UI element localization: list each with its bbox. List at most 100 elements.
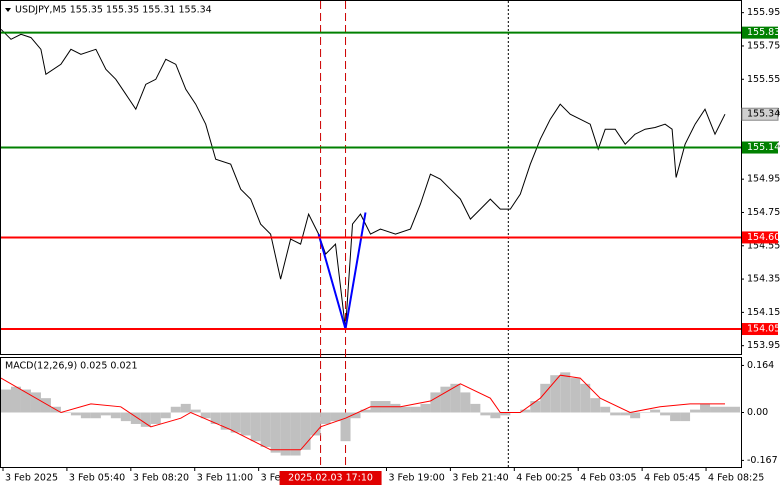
histogram-bar	[670, 412, 681, 422]
histogram-bar	[310, 412, 321, 436]
level-label-box	[742, 231, 778, 244]
histogram-bar	[30, 392, 41, 413]
histogram-bar	[290, 412, 301, 456]
histogram-bar	[330, 412, 341, 422]
histogram-bar	[620, 412, 631, 416]
histogram-bar	[40, 398, 51, 413]
signal-line	[0, 374, 725, 451]
y-tick-label: 155.95	[747, 7, 780, 18]
histogram-bar	[680, 412, 691, 422]
x-tick-label: 4 Feb 03:05	[580, 473, 636, 484]
last-price-box	[741, 107, 779, 121]
chart-title: USDJPY,M5 155.35 155.35 155.31 155.34	[15, 5, 212, 16]
level-label-box	[742, 26, 778, 39]
x-tick-label: 3 Feb 19:00	[388, 473, 444, 484]
histogram-bar	[260, 412, 271, 447]
histogram-bar	[1, 389, 11, 413]
histogram-bar	[610, 412, 621, 416]
level-label-box	[742, 141, 778, 154]
histogram-bar	[660, 412, 671, 416]
histogram-bar	[560, 372, 571, 413]
price-line	[0, 28, 726, 330]
histogram-bar	[730, 406, 741, 413]
histogram-bar	[200, 412, 211, 419]
highlight-time-label: 2025.02.03 17:10	[288, 473, 373, 484]
histogram-bar	[710, 406, 721, 413]
histogram-bar	[630, 412, 641, 419]
y-tick-label: 154.35	[747, 274, 780, 285]
histogram-bar	[120, 412, 131, 422]
macd-title: MACD(12,26,9) 0.025 0.021	[5, 361, 138, 372]
histogram-bar	[210, 412, 221, 424]
x-tick-label: 4 Feb 00:25	[516, 473, 572, 484]
y-tick-label: 154.15	[747, 307, 780, 318]
histogram-bar	[600, 406, 611, 413]
histogram-bar	[470, 403, 481, 413]
histogram-bar	[390, 403, 401, 413]
histogram-bar	[90, 412, 101, 419]
x-tick-label: 4 Feb 08:25	[708, 473, 764, 484]
histogram-bar	[440, 386, 451, 413]
histogram-bar	[570, 378, 581, 413]
x-tick-label: 3 Feb	[261, 473, 287, 484]
histogram-bar	[350, 412, 361, 419]
histogram-bar	[360, 409, 371, 413]
histogram-bar	[220, 412, 231, 430]
histogram-bar	[130, 412, 141, 424]
y-tick-label: -0.167	[747, 455, 778, 466]
histogram-bar	[450, 383, 461, 413]
histogram-bar	[550, 375, 561, 413]
histogram-bar	[700, 403, 711, 413]
level-label: 154.60	[747, 232, 780, 243]
histogram-bar	[500, 412, 511, 416]
level-label: 155.83	[747, 27, 780, 38]
histogram-bar	[460, 392, 471, 413]
histogram-bar	[150, 412, 161, 424]
histogram-bar	[650, 409, 661, 413]
x-tick-label: 3 Feb 2025	[5, 473, 58, 484]
histogram-bar	[580, 383, 591, 413]
histogram-bar	[20, 389, 31, 413]
highlight-time-box	[279, 471, 382, 485]
histogram-bar	[410, 406, 421, 413]
y-tick-label: 0.164	[747, 360, 774, 371]
histogram-bar	[160, 412, 171, 419]
histogram-bar	[140, 412, 151, 427]
last-price-label: 155.34	[747, 109, 780, 120]
histogram-bar	[430, 392, 441, 413]
histogram-bar	[180, 403, 191, 413]
y-tick-label: 153.95	[747, 340, 780, 351]
histogram-bar	[100, 412, 111, 416]
histogram-bar	[540, 383, 551, 413]
histogram-bar	[320, 412, 331, 424]
pattern-line	[317, 212, 367, 330]
histogram-bar	[300, 412, 311, 450]
level-label-box	[742, 323, 778, 336]
level-label: 155.14	[747, 142, 780, 153]
x-tick-label: 3 Feb 11:00	[197, 473, 253, 484]
histogram-bar	[70, 412, 81, 416]
y-tick-label: 155.55	[747, 74, 780, 85]
histogram-bar	[490, 412, 501, 419]
histogram-bar	[590, 398, 601, 413]
histogram-bar	[280, 412, 291, 456]
histogram-bar	[530, 401, 541, 413]
histogram-bar	[480, 412, 491, 416]
x-tick-label: 3 Feb 08:20	[133, 473, 189, 484]
histogram-bar	[720, 406, 731, 413]
histogram-bar	[250, 412, 261, 442]
histogram-bar	[10, 386, 21, 413]
histogram-bar	[640, 412, 651, 413]
histogram-bar	[520, 409, 531, 413]
histogram-bar	[270, 412, 281, 453]
histogram-bar	[80, 412, 91, 419]
price-frame	[0, 0, 742, 355]
x-tick-label: 3 Feb 05:40	[69, 473, 125, 484]
y-tick-label: 0.00	[747, 407, 768, 418]
x-tick-label: 3 Feb 21:40	[452, 473, 508, 484]
y-tick-label: 154.75	[747, 207, 780, 218]
y-tick-label: 154.55	[747, 240, 780, 251]
histogram-bar	[240, 412, 251, 436]
histogram-bar	[420, 403, 431, 413]
